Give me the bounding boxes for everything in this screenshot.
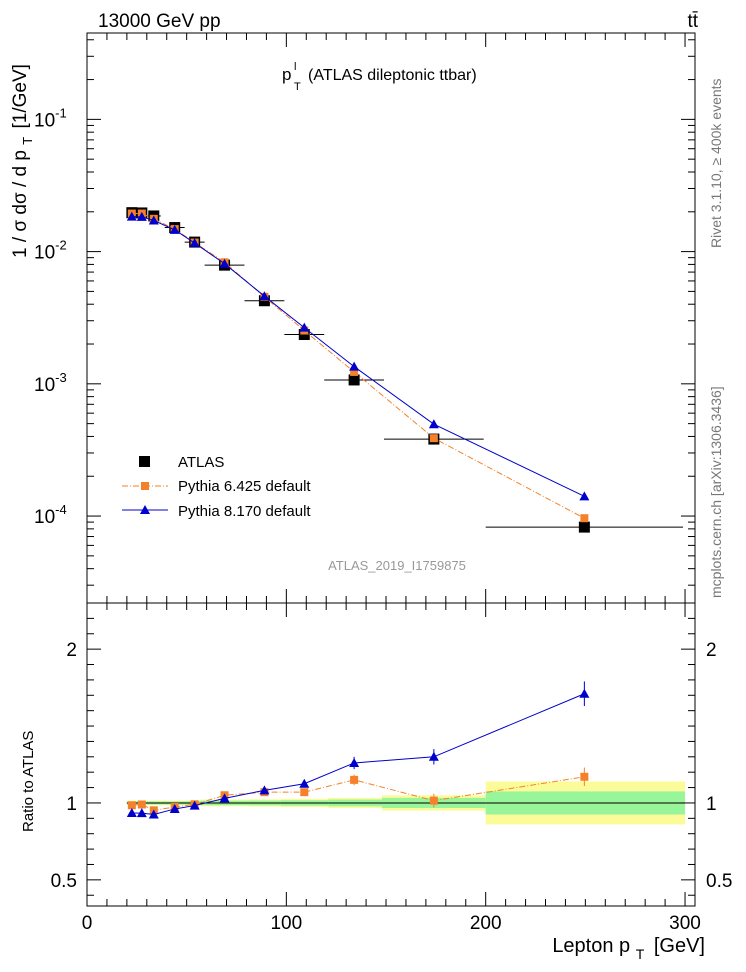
- ratio-y-tick-label-right: 2: [706, 640, 717, 661]
- ylabel-rest: [1/GeV]: [10, 64, 31, 128]
- title-superscript: l: [294, 61, 296, 73]
- legend-label-atlas: ATLAS: [178, 454, 224, 471]
- ratio-y-axis-label: Ratio to ATLAS: [20, 731, 37, 832]
- tick-base: 10: [34, 375, 55, 396]
- ratio-pythia8-point: [349, 757, 360, 767]
- ratio-pythia8-point: [126, 807, 137, 817]
- ratio-pythia6-point: [127, 801, 136, 810]
- pythia8-point: [126, 211, 137, 221]
- process-label: tt̄: [687, 11, 698, 32]
- ratio-pythia8-point: [299, 778, 310, 788]
- ratio-panel: 0 100 200 3000.5 0.51 12 2 Ratio to ATLAS Lept…: [20, 602, 732, 964]
- main-panel: 10-410-310-210-1 p l T (ATLAS dileptonic…: [10, 32, 696, 604]
- atlas-point: [348, 374, 360, 386]
- pythia8-point: [579, 491, 590, 501]
- main-y-axis-label: 1 / σ dσ / d p T [1/GeV]: [10, 64, 37, 258]
- legend-entry-atlas: ATLAS: [139, 454, 224, 471]
- main-y-tick-label: 10-4: [34, 502, 67, 528]
- title-main: p: [282, 65, 291, 84]
- pythia8-point: [189, 238, 200, 248]
- pythia8-point: [148, 215, 159, 225]
- ratio-x-tick-label: 100: [270, 913, 302, 934]
- atlas-point: [578, 521, 590, 533]
- ratio-frame: [86, 602, 696, 907]
- energy-label: 13000 GeV pp: [98, 11, 221, 32]
- ratio-x-tick-label: 300: [669, 913, 701, 934]
- main-y-tick-label: 10-3: [34, 370, 67, 396]
- xlabel-rest: [GeV]: [654, 935, 705, 957]
- tick-base: 10: [34, 110, 55, 131]
- ratio-pythia6-point: [137, 800, 146, 809]
- ratio-pythia8-point: [259, 785, 270, 795]
- tick-exponent: -2: [55, 238, 67, 253]
- title-subscript: T: [294, 81, 301, 93]
- ylabel-main: 1 / σ dσ / d p: [10, 150, 31, 258]
- ratio-y-tick-label-left: 0.5: [51, 871, 77, 892]
- ratio-pythia6-point: [300, 788, 309, 797]
- pythia8-point: [259, 291, 270, 301]
- ratio-pythia6-line: [131, 776, 585, 811]
- svg-text:1 / σ dσ / d p T: 1 / σ dσ / d p T [1/GeV]: [10, 64, 37, 258]
- x-axis-label: Lepton p T [GeV]: [552, 935, 705, 964]
- pythia6-point: [350, 367, 359, 376]
- source-label: mcplots.cern.ch [arXiv:1306.3436]: [708, 386, 724, 598]
- ratio-pythia8-point: [219, 793, 230, 803]
- ratio-pythia8-point: [169, 803, 180, 813]
- pythia6-point: [429, 434, 438, 443]
- main-y-tick-label: 10-2: [34, 238, 67, 264]
- pythia8-point: [219, 258, 230, 268]
- ylabel-sub: T: [20, 137, 35, 145]
- tick-exponent: -3: [55, 370, 67, 385]
- analysis-id: ATLAS_2019_I1759875: [328, 558, 466, 573]
- legend-marker-pythia6: [141, 482, 149, 490]
- ratio-pythia6-point: [429, 796, 438, 805]
- rivet-version-label: Rivet 3.1.10, ≥ 400k events: [708, 78, 724, 248]
- ratio-y-tick-label-left: 1: [66, 794, 77, 815]
- legend-label-pythia8: Pythia 8.170 default: [178, 503, 311, 520]
- legend-entry-pythia8: Pythia 8.170 default: [122, 503, 311, 520]
- ratio-pythia6-point: [580, 772, 589, 781]
- main-y-tick-label: 10-1: [34, 105, 67, 131]
- ratio-pythia8-point: [148, 809, 159, 819]
- svg-text:Lepton p T [Ge: Lepton p T [GeV]: [552, 935, 705, 964]
- ratio-y-tick-label-right: 1: [706, 794, 717, 815]
- xlabel-main: Lepton p: [552, 935, 630, 957]
- ratio-x-tick-label: 0: [82, 913, 93, 934]
- ratio-y-tick-label-right: 0.5: [706, 871, 732, 892]
- tick-exponent: -1: [55, 105, 67, 120]
- tick-base: 10: [34, 507, 55, 528]
- legend-marker-pythia8: [140, 505, 150, 514]
- pythia8-point: [349, 361, 360, 371]
- legend-marker-atlas: [139, 456, 150, 467]
- pythia8-point: [169, 224, 180, 234]
- pythia8-point: [428, 419, 439, 429]
- ratio-pythia6-point: [350, 775, 359, 784]
- legend: ATLAS Pythia 6.425 default Pythia 8.170 …: [122, 454, 311, 520]
- xlabel-sub: T: [636, 946, 645, 962]
- pythia6-line: [131, 213, 585, 519]
- ratio-x-tick-label: 200: [470, 913, 502, 934]
- tick-base: 10: [34, 243, 55, 264]
- pythia8-point: [136, 211, 147, 221]
- pythia8-point: [299, 322, 310, 332]
- pythia6-point: [580, 514, 589, 523]
- ratio-pythia8-point: [189, 800, 200, 810]
- ratio-pythia8-point: [428, 751, 439, 761]
- legend-label-pythia6: Pythia 6.425 default: [178, 478, 311, 495]
- ratio-pythia8-point: [136, 808, 147, 818]
- plot-title: p l T (ATLAS dileptonic ttbar): [282, 61, 477, 93]
- tick-exponent: -4: [55, 502, 67, 517]
- title-rest: (ATLAS dileptonic ttbar): [308, 67, 477, 84]
- legend-entry-pythia6: Pythia 6.425 default: [122, 478, 311, 495]
- ratio-y-tick-label-left: 2: [66, 640, 77, 661]
- ratio-pythia8-point: [579, 688, 590, 698]
